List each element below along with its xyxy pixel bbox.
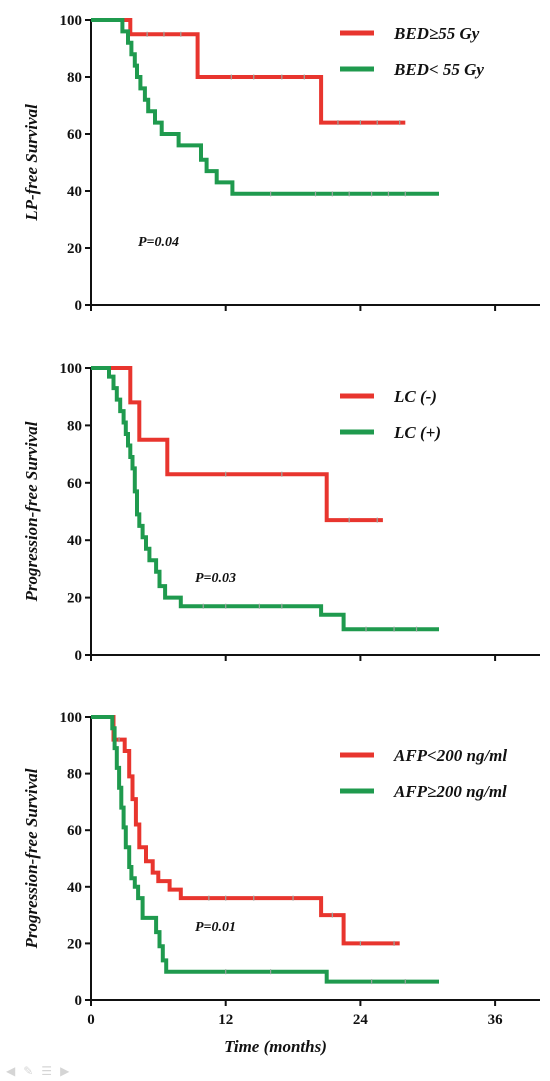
y-tick-label: 40 bbox=[67, 184, 82, 200]
y-tick-label: 20 bbox=[67, 241, 82, 257]
y-tick-label: 40 bbox=[67, 880, 82, 896]
y-tick-label: 60 bbox=[67, 127, 82, 143]
legend-label-2: LC (+) bbox=[393, 423, 441, 442]
series-line-1 bbox=[91, 715, 400, 946]
y-axis-title: Progression-free Survival bbox=[22, 421, 41, 602]
y-tick-label: 0 bbox=[75, 298, 83, 314]
y-tick-label: 100 bbox=[60, 710, 83, 726]
x-tick-label: 36 bbox=[488, 1012, 504, 1028]
series-line-2 bbox=[91, 366, 439, 632]
y-tick-label: 60 bbox=[67, 476, 82, 492]
chart-panel-3: 0 20 40 60 80 100 0 12 24 36 Progression-free Surv… bbox=[22, 710, 540, 1056]
y-tick-label: 100 bbox=[60, 361, 83, 377]
slide-controls[interactable]: ◀ ✎ ☰ ▶ bbox=[6, 1064, 69, 1078]
series-line-1 bbox=[91, 18, 406, 125]
series-line-2 bbox=[91, 18, 439, 196]
x-axis-title: Time (months) bbox=[224, 1037, 327, 1056]
p-value-label: P=0.01 bbox=[195, 920, 236, 935]
legend-label-1: BED≥55 Gy bbox=[393, 24, 480, 43]
legend-label-1: LC (-) bbox=[393, 387, 437, 406]
chart-panel-2: 0 20 40 60 80 100 Progression-free Survival LC … bbox=[22, 361, 540, 664]
menu-icon[interactable]: ☰ bbox=[41, 1064, 53, 1078]
y-axis-title: LP-free Survival bbox=[22, 104, 41, 222]
p-value-label: P=0.04 bbox=[138, 235, 179, 250]
y-tick-label: 80 bbox=[67, 70, 82, 86]
legend-label-1: AFP<200 ng/ml bbox=[393, 746, 507, 765]
y-tick-label: 0 bbox=[75, 993, 83, 1009]
x-tick-label: 0 bbox=[87, 1012, 95, 1028]
chart-panel-1: 0 20 40 60 80 100 LP-free Survival BED≥55 Gy BED… bbox=[22, 13, 540, 314]
y-axis-title: Progression-free Survival bbox=[22, 768, 41, 949]
y-tick-label: 100 bbox=[60, 13, 83, 29]
y-tick-label: 80 bbox=[67, 418, 82, 434]
y-tick-label: 0 bbox=[75, 648, 83, 664]
legend-label-2: AFP≥200 ng/ml bbox=[393, 782, 507, 801]
next-arrow-icon[interactable]: ▶ bbox=[60, 1064, 70, 1078]
y-tick-label: 60 bbox=[67, 823, 82, 839]
y-tick-label: 20 bbox=[67, 591, 82, 607]
y-tick-label: 40 bbox=[67, 533, 82, 549]
prev-arrow-icon[interactable]: ◀ bbox=[6, 1064, 16, 1078]
x-tick-label: 12 bbox=[218, 1012, 233, 1028]
x-tick-label: 24 bbox=[353, 1012, 369, 1028]
y-tick-label: 20 bbox=[67, 936, 82, 952]
series-line-1 bbox=[91, 366, 383, 523]
p-value-label: P=0.03 bbox=[195, 571, 236, 586]
y-tick-label: 80 bbox=[67, 767, 82, 783]
series-line-2 bbox=[91, 715, 439, 984]
legend-label-2: BED< 55 Gy bbox=[393, 60, 484, 79]
pen-icon[interactable]: ✎ bbox=[23, 1064, 34, 1078]
